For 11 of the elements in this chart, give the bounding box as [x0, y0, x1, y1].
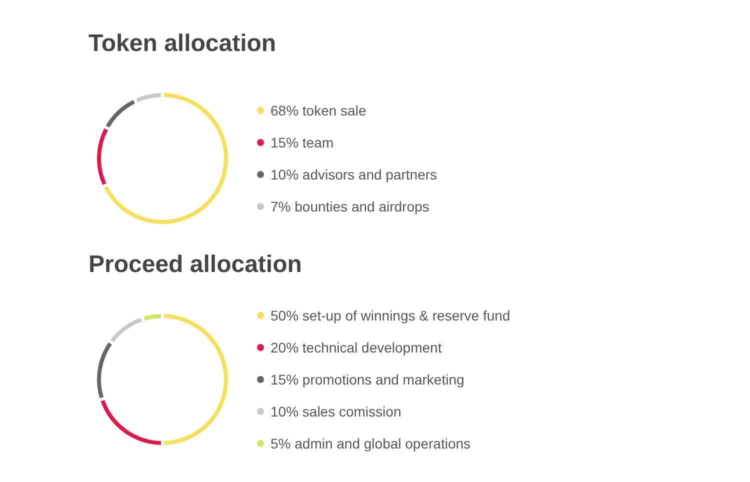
- chart-title: Proceed allocation: [88, 251, 302, 278]
- legend-label: 7% bounties and airdrops: [270, 198, 430, 214]
- legend-label: 15% team: [270, 134, 334, 150]
- legend-label: 20% technical development: [270, 340, 442, 356]
- slice-label: 50% set-up of winnings & reserve fund: [270, 308, 510, 324]
- legend-label: 10% sales comission: [270, 404, 402, 420]
- legend-label: 15% promotions and marketing: [270, 372, 464, 388]
- chart-title: Token allocation: [88, 30, 276, 57]
- legend-label: 5% admin and global operations: [270, 436, 471, 452]
- legend-label: 68% token sale: [270, 102, 366, 118]
- legend-label: 10% advisors and partners: [270, 166, 438, 182]
